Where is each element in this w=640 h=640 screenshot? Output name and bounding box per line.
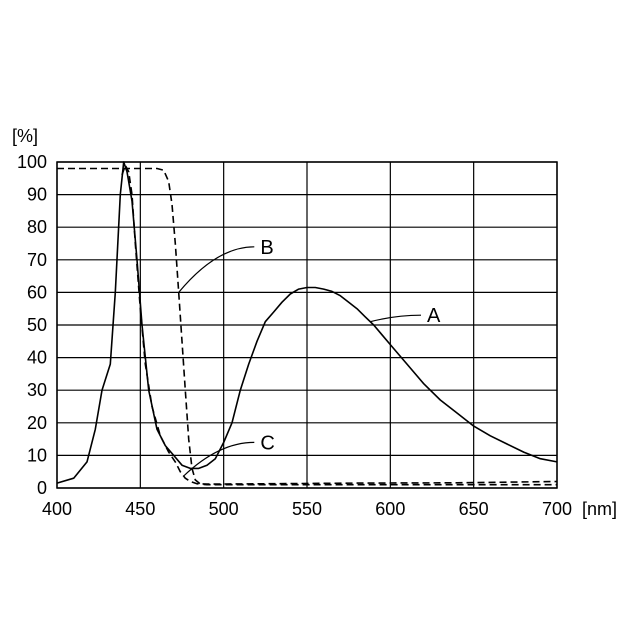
y-tick-label: 10: [27, 445, 47, 465]
x-tick-label: 500: [209, 499, 239, 519]
leader-line-c: [184, 442, 255, 476]
y-tick-label: 0: [37, 478, 47, 498]
y-tick-label: 100: [17, 152, 47, 172]
y-tick-label: 40: [27, 348, 47, 368]
y-tick-label: 60: [27, 282, 47, 302]
x-tick-label: 600: [375, 499, 405, 519]
x-tick-label: 450: [125, 499, 155, 519]
curve-label-b: B: [260, 237, 273, 259]
x-axis-unit-label: [nm]: [582, 499, 617, 519]
x-tick-label: 550: [292, 499, 322, 519]
y-axis-unit-label: [%]: [12, 126, 38, 146]
y-tick-label: 80: [27, 217, 47, 237]
grid-lines: [57, 162, 557, 488]
y-tick-labels: 0 10 20 30 40 50 60 70 80 90 100: [17, 152, 47, 498]
x-tick-label: 400: [42, 499, 72, 519]
y-tick-label: 50: [27, 315, 47, 335]
y-tick-label: 30: [27, 380, 47, 400]
x-tick-label: 700: [542, 499, 572, 519]
y-tick-label: 70: [27, 250, 47, 270]
leader-line-a: [370, 315, 421, 322]
leader-lines: [179, 247, 421, 476]
curve-labels: A B C: [260, 237, 441, 455]
x-tick-label: 650: [459, 499, 489, 519]
curve-label-c: C: [260, 432, 274, 454]
x-tick-labels: 400 450 500 550 600 650 700: [42, 499, 572, 519]
y-tick-label: 20: [27, 413, 47, 433]
curve-label-a: A: [427, 305, 441, 327]
y-tick-label: 90: [27, 185, 47, 205]
leader-line-b: [179, 247, 255, 293]
